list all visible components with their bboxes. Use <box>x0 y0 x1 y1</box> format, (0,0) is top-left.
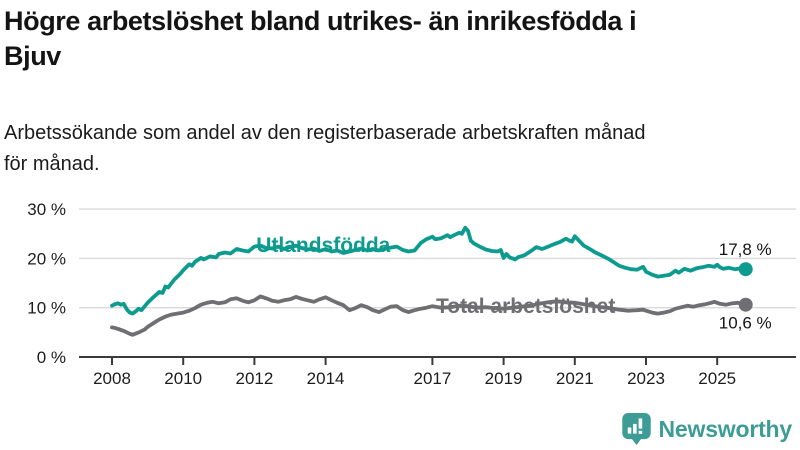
x-tick-label-2023: 2023 <box>627 369 665 388</box>
x-tick-label-2019: 2019 <box>485 369 523 388</box>
chart-subtitle-line-2: för månad. <box>4 153 100 175</box>
y-tick-label-30: 30 % <box>27 200 66 219</box>
x-tick-label-2014: 2014 <box>307 369 345 388</box>
series-label-total: Total arbetslöshet <box>436 295 615 318</box>
series-endpoint-total <box>738 297 753 312</box>
x-tick-label-2017: 2017 <box>413 369 451 388</box>
end-value-label-utlandsfodda: 17,8 % <box>719 240 772 259</box>
series-label-utlandsfodda: Utlandsfödda <box>256 234 390 257</box>
series-line-total <box>110 294 748 337</box>
y-tick-label-0: 0 % <box>37 348 66 367</box>
page-title-line-1: Högre arbetslöshet bland utrikes- än inr… <box>4 6 637 36</box>
chart-subtitle: Arbetssökande som andel av den registerb… <box>4 118 794 180</box>
series-line-utlandsfodda <box>110 225 748 316</box>
x-tick-label-2008: 2008 <box>93 369 131 388</box>
newsworthy-wordmark: Newsworthy <box>658 415 793 442</box>
series-endpoint-utlandsfodda <box>738 262 753 277</box>
page-title-line-2: Bjuv <box>4 41 61 71</box>
chart-subtitle-line-1: Arbetssökande som andel av den registerb… <box>4 122 646 144</box>
end-value-label-total: 10,6 % <box>719 314 772 333</box>
page-title: Högre arbetslöshet bland utrikes- än inr… <box>4 4 798 74</box>
x-tick-label-2025: 2025 <box>698 369 736 388</box>
bar-chart-speech-bubble-icon <box>621 413 651 445</box>
y-tick-label-10: 10 % <box>27 299 66 318</box>
x-tick-label-2012: 2012 <box>235 369 273 388</box>
x-tick-label-2021: 2021 <box>556 369 594 388</box>
y-tick-label-20: 20 % <box>27 249 66 268</box>
newsworthy-logo: Newsworthy <box>621 413 793 445</box>
x-tick-label-2010: 2010 <box>164 369 202 388</box>
